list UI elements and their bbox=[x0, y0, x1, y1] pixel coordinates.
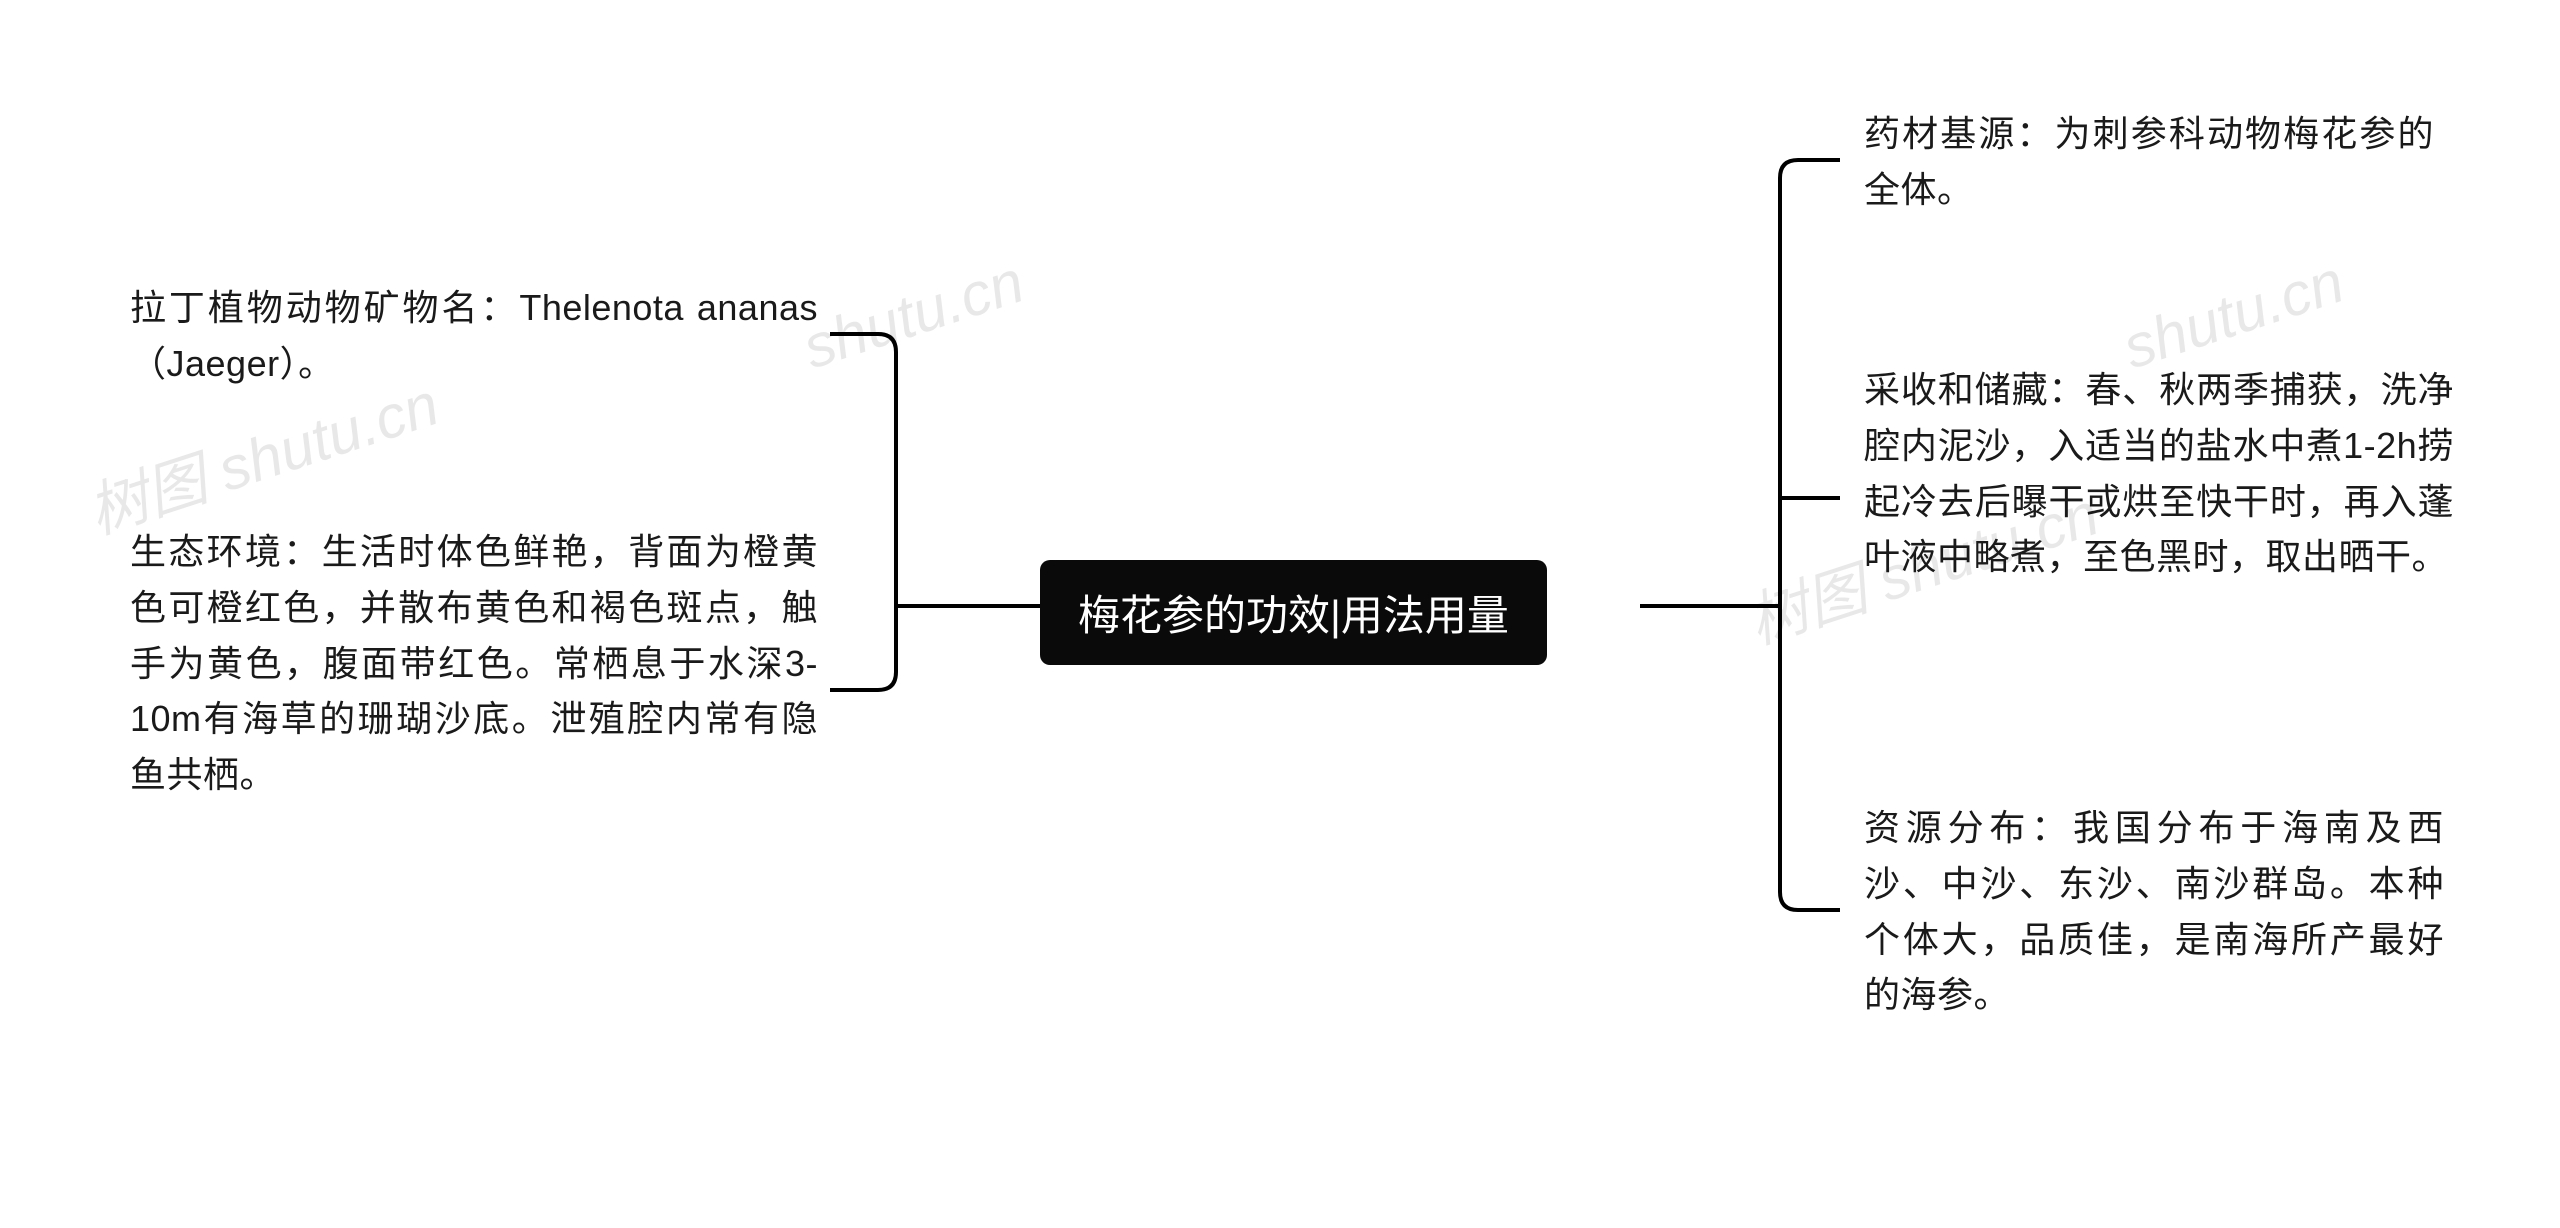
mindmap-right-node: 资源分布：我国分布于海南及西沙、中沙、东沙、南沙群岛。本种个体大，品质佳，是南海… bbox=[1864, 800, 2444, 1023]
mindmap-center-node: 梅花参的功效|用法用量 bbox=[1040, 560, 1547, 665]
mindmap-right-node: 采收和储藏：春、秋两季捕获，洗净腔内泥沙，入适当的盐水中煮1-2h捞起冷去后曝干… bbox=[1864, 362, 2454, 585]
mindmap-right-node: 药材基源：为刺参科动物梅花参的全体。 bbox=[1864, 106, 2434, 218]
mindmap-left-node: 拉丁植物动物矿物名：Thelenota ananas （Jaeger）。 bbox=[130, 280, 818, 392]
watermark: shutu.cn bbox=[795, 247, 1032, 383]
mindmap-left-node: 生态环境：生活时体色鲜艳，背面为橙黄色可橙红色，并散布黄色和褐色斑点，触手为黄色… bbox=[130, 524, 818, 803]
